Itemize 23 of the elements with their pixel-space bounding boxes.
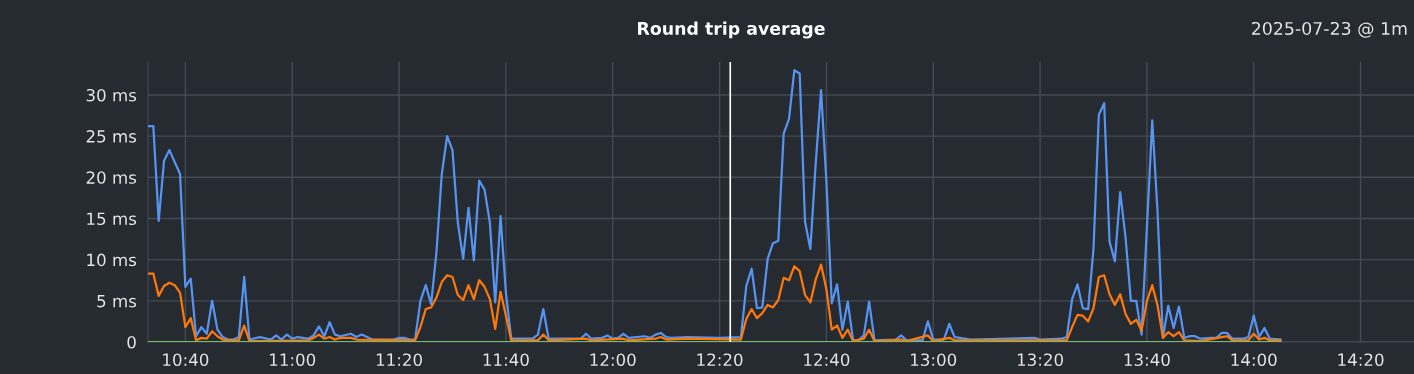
y-tick-label: 20 ms bbox=[86, 171, 137, 184]
x-tick-label: 13:20 bbox=[1017, 353, 1063, 367]
x-tick-label: 11:00 bbox=[270, 353, 316, 367]
line-series bbox=[148, 69, 1282, 342]
x-tick-label: 11:40 bbox=[483, 353, 529, 367]
x-tick-label: 13:00 bbox=[911, 353, 957, 367]
x-tick-label: 12:00 bbox=[590, 353, 636, 367]
chart-title: Round trip average bbox=[638, 21, 825, 39]
y-tick-label: 30 ms bbox=[86, 88, 137, 102]
line-series bbox=[148, 263, 1282, 342]
x-tick-label: 10:40 bbox=[163, 353, 209, 367]
y-tick-label: 15 ms bbox=[87, 212, 137, 226]
x-tick-label: 13:40 bbox=[1124, 353, 1170, 367]
x-tick-label: 12:20 bbox=[697, 353, 743, 367]
y-tick-label: 25 ms bbox=[86, 130, 137, 143]
x-tick-label: 14:20 bbox=[1338, 353, 1384, 367]
x-tick-label: 11:20 bbox=[376, 353, 422, 367]
x-tick-label: 12:40 bbox=[804, 353, 850, 367]
text: 2025-07-23 @ 1m bbox=[1252, 21, 1407, 38]
y-tick-label: 10 ms bbox=[87, 253, 137, 267]
x-tick-label: 14:00 bbox=[1231, 353, 1277, 367]
y-tick-label: 0 bbox=[127, 335, 136, 349]
y-tick-label: 5 ms bbox=[97, 295, 137, 308]
